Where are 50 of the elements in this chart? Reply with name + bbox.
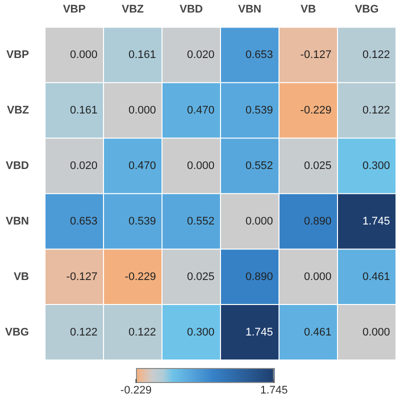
data-label: 0.552 — [186, 215, 214, 228]
x-tick-label: VB — [300, 4, 316, 16]
data-label: 0.025 — [186, 270, 214, 283]
x-tick-label: VBD — [180, 4, 203, 16]
data-label: 0.552 — [245, 160, 273, 172]
y-tick-label: VB — [14, 270, 30, 283]
data-label: 0.539 — [245, 104, 273, 116]
data-label: 0.539 — [128, 215, 156, 228]
y-tick-label: VBG — [5, 326, 29, 338]
data-label: -0.127 — [300, 48, 332, 61]
data-label: 0.020 — [186, 48, 214, 61]
color-bar-label: 1.745 — [260, 384, 288, 397]
data-label: 0.890 — [245, 270, 273, 283]
data-label: 0.000 — [128, 104, 156, 116]
data-label: 0.470 — [186, 104, 214, 116]
data-label: 0.000 — [245, 215, 273, 228]
data-label: 0.000 — [70, 48, 98, 61]
data-label: 0.300 — [362, 160, 390, 172]
data-label: 0.000 — [304, 270, 332, 283]
data-label: 0.000 — [362, 326, 390, 338]
x-tick-label: VBG — [354, 4, 379, 16]
x-tick-label: VBN — [238, 4, 262, 16]
data-label: 0.122 — [70, 326, 98, 338]
data-label: 0.461 — [362, 270, 390, 283]
data-label: 0.653 — [245, 48, 273, 61]
data-label: 0.653 — [70, 215, 98, 228]
y-tick-label: VBP — [6, 48, 29, 61]
data-label: 0.122 — [362, 48, 390, 61]
data-label: -0.229 — [300, 104, 332, 116]
data-label: 0.300 — [186, 326, 214, 338]
x-tick-label: VBP — [62, 4, 86, 16]
y-tick-label: VBD — [6, 160, 30, 172]
data-label: 0.122 — [362, 104, 390, 116]
color-bar-label: -0.229 — [120, 384, 152, 397]
x-tick-label: VBZ — [122, 4, 144, 16]
data-label: -0.229 — [124, 270, 156, 283]
data-label: 1.745 — [245, 326, 273, 338]
data-label: 0.020 — [70, 160, 98, 172]
data-label: 0.122 — [128, 326, 156, 338]
y-tick-label: VBN — [6, 215, 30, 228]
data-label: 0.161 — [128, 48, 156, 61]
data-label: 0.890 — [304, 215, 332, 228]
data-label: 0.470 — [128, 160, 156, 172]
data-label: 0.000 — [186, 160, 214, 172]
data-label: 0.025 — [304, 160, 332, 172]
y-tick-label: VBZ — [7, 104, 30, 116]
data-label: -0.127 — [66, 270, 98, 283]
data-label: 0.161 — [70, 104, 98, 116]
data-label: 0.461 — [304, 326, 332, 338]
data-label: 1.745 — [362, 215, 390, 228]
